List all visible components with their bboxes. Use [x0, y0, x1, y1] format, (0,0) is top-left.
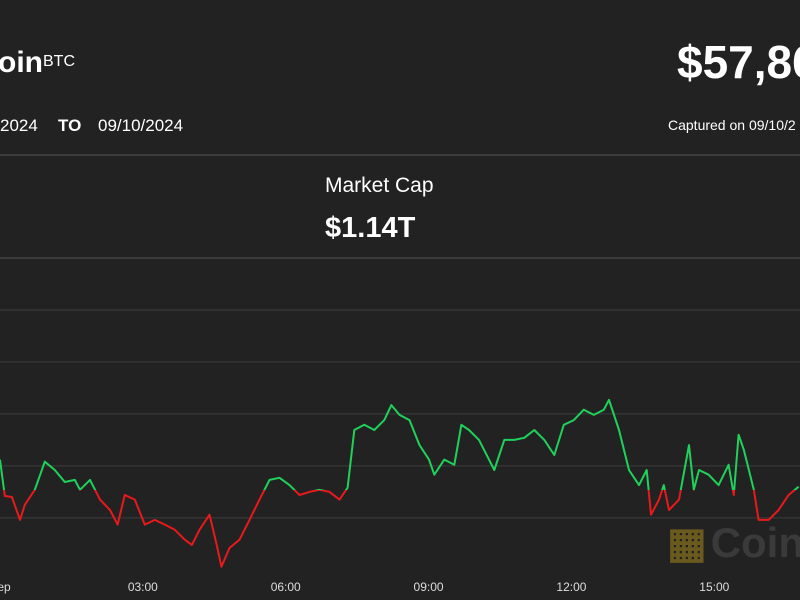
- x-tick-label: 03:00: [128, 580, 158, 594]
- x-tick-label: Sep: [0, 580, 11, 594]
- from-date: 2024: [0, 116, 38, 135]
- x-tick-label: 09:00: [414, 580, 444, 594]
- stat-value: $1.14T: [325, 212, 416, 244]
- watermark: ▦Coin: [667, 519, 800, 566]
- x-tick-label: 12:00: [556, 580, 586, 594]
- x-tick-label: 15:00: [699, 580, 729, 594]
- price: $57,86: [677, 36, 800, 88]
- x-tick-label: 06:00: [271, 580, 301, 594]
- stat-label: Market Cap: [325, 174, 434, 197]
- captured-date: Captured on 09/10/2: [668, 117, 796, 133]
- to-date: 09/10/2024: [98, 116, 183, 135]
- price-line: [0, 398, 800, 568]
- asset-symbol: BTC: [43, 53, 75, 70]
- watermark-text: Coin: [711, 519, 800, 566]
- to-word: TO: [58, 116, 81, 135]
- asset-name: oin: [0, 46, 43, 79]
